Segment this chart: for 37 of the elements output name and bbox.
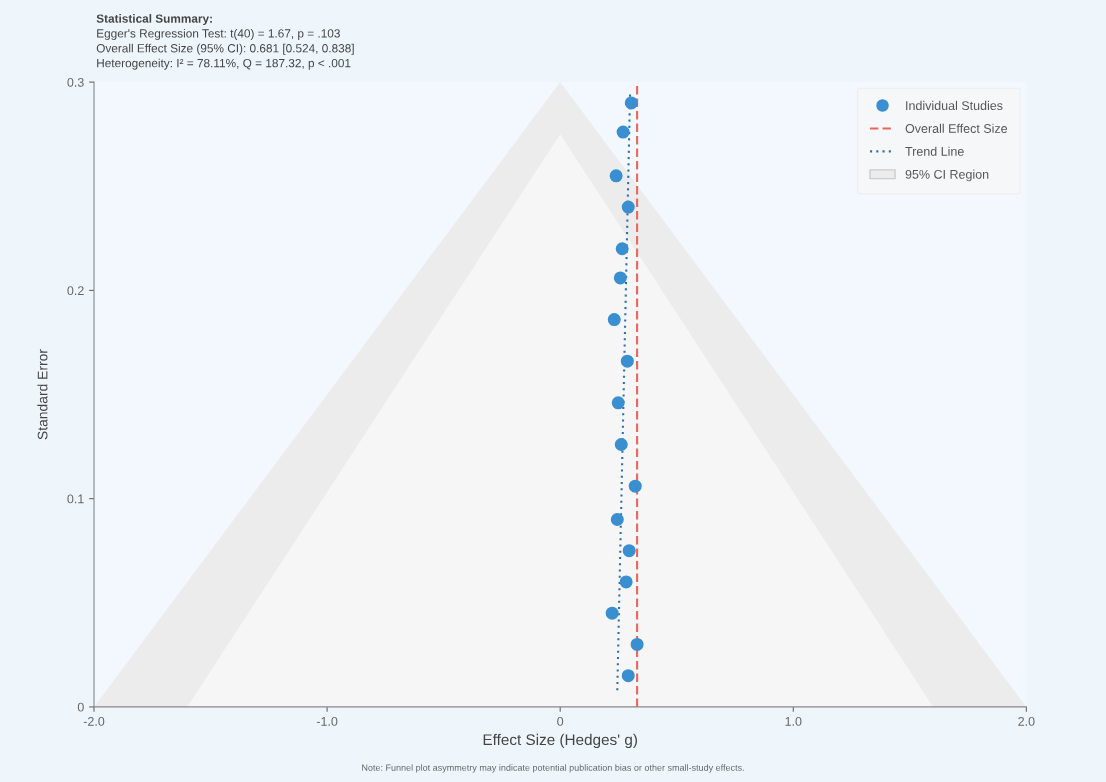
point (615, 242, 629, 256)
point (616, 125, 630, 139)
point (605, 606, 619, 620)
legend-label: Individual Studies (906, 100, 1003, 111)
x-tick-label: -1.0 (316, 716, 338, 726)
point (620, 354, 634, 368)
x-tick-label: -2.0 (83, 716, 105, 726)
point (609, 169, 623, 183)
point (611, 396, 625, 410)
y-axis-title: Standard Error (37, 349, 48, 440)
text: Note: Funnel plot asymmetry may indicate potential publication bias or other small-study effects. (362, 764, 744, 773)
point (621, 200, 635, 214)
point (613, 271, 627, 285)
point (610, 512, 624, 526)
point (628, 479, 642, 493)
y-tick-label: 0.1 (67, 494, 84, 504)
x-tick-label: 2.0 (1018, 716, 1035, 726)
x-tick-label: 1.0 (785, 716, 802, 726)
point (621, 669, 635, 683)
point (607, 313, 621, 327)
point (619, 575, 633, 589)
y-tick-label: 0.3 (67, 77, 84, 87)
x-axis-title: Effect Size (Hedges' g) (483, 733, 637, 749)
point (622, 544, 636, 558)
legend-label: Trend Line (905, 146, 964, 156)
x-tick-label: 0 (557, 716, 564, 726)
point (624, 96, 638, 110)
legend-label: 95% CI Region (905, 169, 989, 182)
point (614, 437, 628, 452)
point (630, 637, 644, 651)
text: Overall Effect Size (95% CI): 0.681 [0.524, 0.838] (96, 43, 354, 55)
legend-label: Overall Effect Size (905, 123, 1008, 133)
text: Statistical Summary: (96, 14, 212, 26)
y-tick-label: 0.2 (67, 286, 84, 296)
text: Egger's Regression Test: t(40) = 1.67, p = .103 (97, 28, 340, 40)
text: Heterogeneity: I² = 78.11%, Q = 187.32, p < .001 (97, 58, 351, 70)
y-tick-label: 0 (77, 702, 84, 712)
